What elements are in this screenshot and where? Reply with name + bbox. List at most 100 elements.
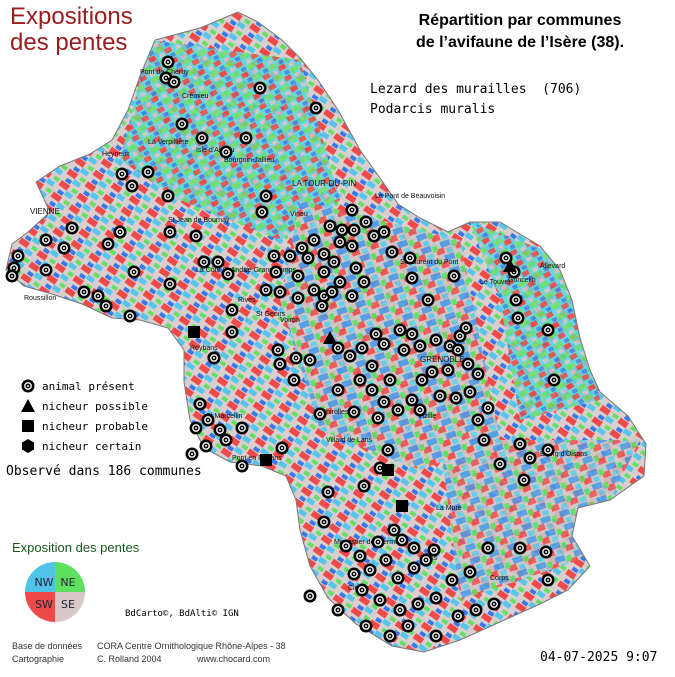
marker-center [469,571,471,573]
marker-center [435,635,437,637]
marker-ring [294,294,302,302]
marker-ring [382,556,390,564]
present-marker [331,383,345,397]
marker-center [439,395,441,397]
present-marker [113,225,127,239]
marker-center [121,173,123,175]
marker-ring [520,476,528,484]
present-marker [309,101,323,115]
marker-center [313,289,315,291]
present-marker [271,343,285,357]
marker-ring [370,232,378,240]
legend-probable: nicheur probable [20,416,148,436]
observed-count: Observé dans 186 communes [6,464,202,479]
present-marker [91,289,105,303]
marker-ring [372,330,380,338]
present-marker [357,275,371,289]
place-label: Le Pont de Beauvoisin [375,193,445,200]
marker-center [457,349,459,351]
present-marker [517,473,531,487]
marker-ring [380,228,388,236]
marker-ring [198,134,206,142]
marker-center [455,397,457,399]
present-marker [221,267,235,281]
marker-ring [394,574,402,582]
present-marker [235,421,249,435]
marker-ring [480,436,488,444]
marker-ring [384,446,392,454]
triangle-icon [21,399,35,412]
marker-ring [374,414,382,422]
marker-ring [238,424,246,432]
present-marker [333,275,347,289]
present-marker [301,251,315,265]
present-marker [371,411,385,425]
place-label: Crémieu [182,93,209,100]
marker-ring [310,286,318,294]
marker-center [365,625,367,627]
marker-ring [274,346,282,354]
marker-center [167,195,169,197]
present-marker [493,457,507,471]
footer-value-carto: C. Rolland 2004 [97,654,162,664]
present-marker [461,357,475,371]
marker-ring [358,344,366,352]
present-marker [175,117,189,131]
marker-center [129,315,131,317]
marker-center [169,231,171,233]
marker-ring [216,426,224,434]
marker-ring [490,600,498,608]
marker-ring [304,254,312,262]
marker-ring [60,244,68,252]
marker-ring [544,576,552,584]
marker-ring [306,356,314,364]
legend-possible-label: nicheur possible [42,399,148,413]
present-marker [253,81,267,95]
present-marker [359,215,373,229]
marker-center [213,357,215,359]
place-label: La Verpillière [148,139,189,146]
marker-ring [430,546,438,554]
marker-ring [14,252,22,260]
marker-ring [202,442,210,450]
marker-center [309,595,311,597]
marker-ring [386,632,394,640]
marker-center [379,599,381,601]
present-marker [353,549,367,563]
present-marker [433,389,447,403]
marker-center [279,291,281,293]
marker-center [319,413,321,415]
marker-ring [270,252,278,260]
marker-center [401,539,403,541]
present-marker [199,439,213,453]
marker-center [399,329,401,331]
marker-ring [444,366,452,374]
marker-ring [452,394,460,402]
marker-center [353,573,355,575]
subtitle-line2: de l’avifaune de l’Isère (38). [415,34,625,51]
marker-ring [116,228,124,236]
marker-center [261,211,263,213]
present-marker [291,291,305,305]
marker-center [469,391,471,393]
marker-center [219,429,221,431]
marker-center [309,359,311,361]
present-marker [225,325,239,339]
marker-ring [328,288,336,296]
present-marker [239,131,253,145]
marker-ring [362,622,370,630]
present-marker [161,189,175,203]
place-label: Heyrieux [102,151,130,158]
marker-ring [256,84,264,92]
present-marker [197,255,211,269]
marker-center [169,283,171,285]
present-marker [419,553,433,567]
marker-ring [164,58,172,66]
marker-ring [360,482,368,490]
marker-ring [228,306,236,314]
marker-center [407,625,409,627]
present-marker [511,311,525,325]
present-marker [393,323,407,337]
marker-ring [118,170,126,178]
marker-center [165,77,167,79]
